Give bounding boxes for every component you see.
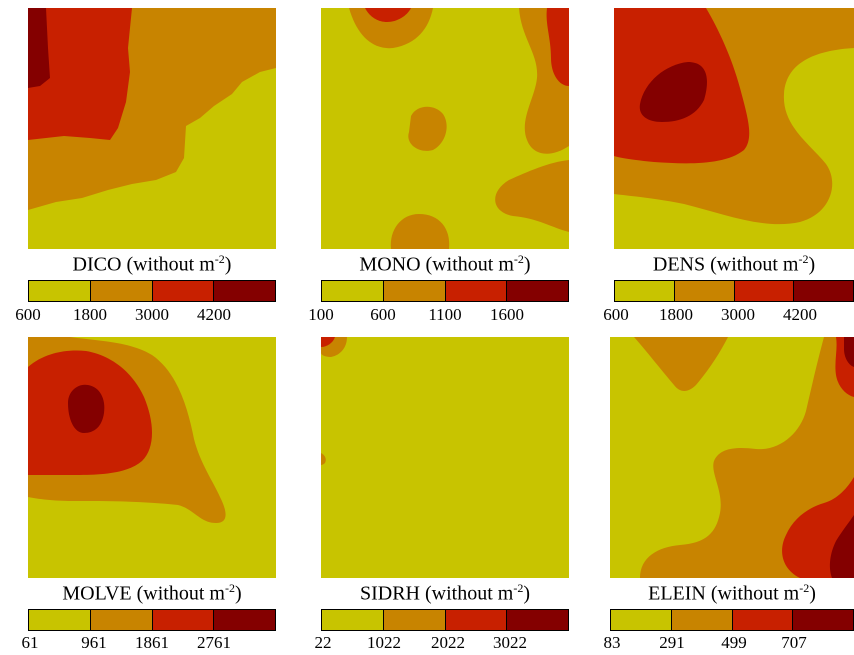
legend-bar-elein: [610, 609, 854, 631]
caption-title: ELEIN: [648, 582, 706, 605]
caption-title: SIDRH: [359, 582, 420, 605]
legend-tick: 4200: [783, 305, 817, 324]
caption-unit-exponent: -2: [224, 581, 235, 595]
legend-tick: 707: [781, 633, 807, 652]
legend-bar-dico: [28, 280, 276, 302]
legend-swatch: [214, 610, 275, 630]
caption-unit: (without m: [710, 253, 799, 276]
legend-tick: 22: [314, 633, 332, 652]
caption-unit-exponent: -2: [214, 252, 225, 266]
caption-unit: (without m: [136, 582, 225, 605]
legend-tick: 291: [659, 633, 685, 652]
caption-unit-exponent: -2: [799, 581, 810, 595]
legend-swatch: [90, 610, 153, 630]
caption-unit-close: ): [234, 582, 242, 605]
caption-unit-exponent: -2: [798, 252, 809, 266]
legend-swatch: [794, 281, 853, 301]
legend-tick: 1100: [428, 305, 462, 324]
caption-elein: ELEIN (without m-2): [610, 581, 854, 606]
legend-swatch: [615, 281, 675, 301]
legend-tick: 61: [21, 633, 39, 652]
legend-tick: 1861: [135, 633, 169, 652]
caption-unit: (without m: [126, 253, 215, 276]
legend-swatch: [214, 281, 275, 301]
legend-tick: 3022: [493, 633, 527, 652]
legend-swatch: [445, 610, 508, 630]
caption-title: MOLVE: [62, 582, 132, 605]
legend-swatch: [671, 610, 733, 630]
caption-molve: MOLVE (without m-2): [28, 581, 276, 606]
legend-swatch: [322, 281, 384, 301]
caption-unit-exponent: -2: [513, 252, 524, 266]
legend-tick: 600: [15, 305, 41, 324]
caption-mono: MONO (without m-2): [321, 252, 569, 277]
legend-bar-sidrh: [321, 609, 569, 631]
legend-tick: 1800: [73, 305, 107, 324]
caption-unit-close: ): [808, 253, 816, 276]
contour-map-mono: [321, 8, 569, 249]
legend-swatch: [793, 610, 853, 630]
legend-swatch: [507, 610, 568, 630]
caption-unit: (without m: [425, 253, 514, 276]
legend-tick: 1022: [367, 633, 401, 652]
legend-tick: 83: [603, 633, 621, 652]
contour-map-dico: [28, 8, 276, 249]
caption-title: DENS: [652, 253, 706, 276]
legend-swatch: [90, 281, 153, 301]
legend-tick: 4200: [197, 305, 231, 324]
legend-swatch: [29, 610, 91, 630]
caption-dens: DENS (without m-2): [614, 252, 854, 277]
legend-tick: 1600: [490, 305, 524, 324]
legend-swatch: [383, 281, 446, 301]
caption-unit: (without m: [710, 582, 800, 605]
legend-tick: 3000: [721, 305, 755, 324]
caption-unit-close: ): [224, 253, 232, 276]
legend-swatch: [29, 281, 91, 301]
legend-tick: 600: [370, 305, 396, 324]
caption-unit-close: ): [523, 253, 531, 276]
contour-map-molve: [28, 337, 276, 578]
legend-tick: 1800: [659, 305, 693, 324]
legend-tick: 2022: [431, 633, 465, 652]
caption-title: DICO: [72, 253, 122, 276]
legend-swatch: [383, 610, 446, 630]
legend-swatch: [734, 281, 795, 301]
legend-swatch: [507, 281, 568, 301]
contour-map-elein: [610, 337, 854, 578]
legend-swatch: [322, 610, 384, 630]
legend-tick: 499: [721, 633, 747, 652]
contour-map-dens: [614, 8, 854, 249]
legend-bar-mono: [321, 280, 569, 302]
legend-swatch: [445, 281, 508, 301]
legend-swatch: [152, 610, 215, 630]
legend-swatch: [152, 281, 215, 301]
legend-swatch: [732, 610, 794, 630]
caption-unit: (without m: [425, 582, 514, 605]
legend-swatch: [611, 610, 672, 630]
legend-tick: 100: [308, 305, 334, 324]
legend-tick: 961: [81, 633, 107, 652]
caption-dico: DICO (without m-2): [28, 252, 276, 277]
caption-unit-exponent: -2: [513, 581, 524, 595]
caption-title: MONO: [359, 253, 421, 276]
legend-bar-molve: [28, 609, 276, 631]
legend-tick: 3000: [135, 305, 169, 324]
legend-tick: 600: [603, 305, 629, 324]
contour-map-sidrh: [321, 337, 569, 578]
legend-tick: 2761: [197, 633, 231, 652]
legend-bar-dens: [614, 280, 854, 302]
caption-unit-close: ): [523, 582, 531, 605]
caption-unit-close: ): [809, 582, 816, 605]
legend-swatch: [674, 281, 735, 301]
caption-sidrh: SIDRH (without m-2): [321, 581, 569, 606]
